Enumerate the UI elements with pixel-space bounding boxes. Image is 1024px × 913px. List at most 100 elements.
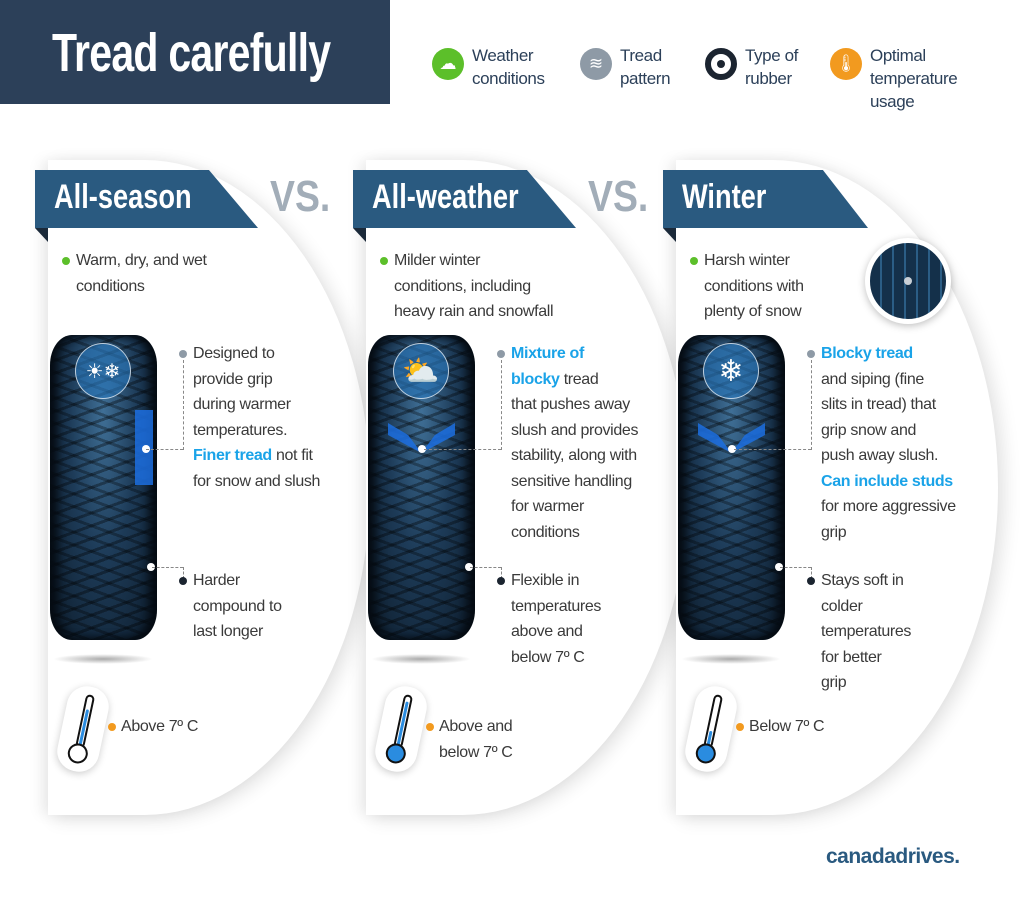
tread-point [418,445,426,453]
text-segment: and siping (fine [821,370,924,388]
text-line: compound to [193,597,282,615]
text-segment: conditions [511,523,580,541]
text-line: Finer tread not fit [193,443,320,469]
weather-conditions-text: Milder winter conditions, including heavy … [394,248,554,325]
thermometer-bulb [65,741,90,766]
legend-label-line: pattern [620,69,671,88]
tread-leader-line [146,449,183,450]
text-line: for better [821,648,882,666]
text-segment: for more aggressive [821,498,956,515]
panel-title: All-weather [372,178,519,216]
text-line: during warmer [193,392,320,418]
legend-label: Optimal temperature usage [870,44,958,113]
highlight-text: Finer tread [193,447,272,464]
text-line: Harsh winter [704,252,790,269]
rubber-leader-line [152,567,183,568]
text-line: heavy rain and snowfall [394,303,554,320]
text-line: below 7º C [511,648,585,666]
header-fold [663,228,676,242]
rubber-point [775,563,783,571]
tire-image: ❄ [678,335,785,640]
rubber-bullet [179,577,187,585]
text-line: temperatures. [193,418,320,444]
weather-bullet [690,257,698,265]
snowflake-icon: ❄ [703,343,759,399]
text-segment: during warmer [193,396,291,413]
text-line: Below 7º C [749,718,825,735]
temperature-bullet [426,723,434,731]
legend-label-line: usage [870,92,915,111]
text-segment: that pushes away [511,396,630,413]
text-line: Mixture of [511,341,638,367]
rubber-point [465,563,473,571]
legend-label: Tread pattern [620,44,671,90]
thermometer-bulb [383,741,408,766]
text-line: for warmer [511,494,638,520]
tread-pattern-text: Blocky tread and siping (fine slits in tre… [821,341,956,545]
text-line: grip snow and [821,418,956,444]
thermometer-tube [703,693,724,749]
text-line: provide grip [193,367,320,393]
text-line: conditions with [704,277,804,295]
tire-shadow [53,654,153,664]
highlight-text: Can include studs [821,472,953,490]
text-segment: sensitive handling [511,472,632,490]
legend-label-line: temperature [870,69,958,88]
text-line: grip [821,520,956,546]
text-line: and siping (fine [821,367,956,393]
tread-leader-line [734,449,811,450]
rubber-point [147,563,155,571]
tire-rubber-icon [705,48,737,80]
rubber-type-text: Flexible in temperatures above and below 7º… [511,568,601,670]
legend-item: ☁ Weather conditions [432,44,545,90]
text-line: grip [821,674,847,691]
text-line: temperatures [821,623,912,640]
text-line: for more aggressive [821,494,956,520]
rubber-bullet [497,577,505,585]
text-line: below 7º C [439,743,513,761]
text-line: Milder winter [394,252,481,269]
tire-shadow [681,654,781,664]
text-line: for snow and slush [193,469,320,495]
text-segment: temperatures. [193,421,288,439]
text-line: Flexible in [511,572,580,589]
text-segment: for snow and slush [193,472,321,490]
text-segment: for warmer [511,498,584,515]
tread-point [728,445,736,453]
legend-label-line: Tread [620,46,662,65]
tire-image: ☀❄ [50,335,157,640]
rubber-bullet [807,577,815,585]
tread-pattern-text: Designed to provide grip during warmer temp… [193,341,320,494]
tire-image: ⛅ [368,335,475,640]
legend-label-line: Weather [472,46,534,65]
text-line: Designed to [193,341,320,367]
temperature-bullet [108,723,116,731]
rubber-leader-line [780,567,811,568]
highlight-text: Mixture of [511,345,584,362]
vs-label: VS. [588,172,649,221]
text-line: Stays soft in [821,572,904,589]
panel-title: All-season [54,178,192,216]
tire-shadow [371,654,471,664]
panel-title: Winter [682,178,767,216]
text-line: Warm, dry, and wet [76,252,207,269]
stud-closeup-image [865,238,951,324]
weather-conditions-text: Warm, dry, and wet conditions [76,248,207,299]
text-segment: slits in tread) that [821,396,936,413]
text-line: blocky tread [511,367,638,393]
sun-cloud-icon: ⛅ [393,343,449,399]
title-banner [0,0,390,104]
tread-bullet [807,350,815,358]
text-line: conditions [76,277,145,295]
text-segment: tread [559,370,599,388]
canadadrives-logo: canadadrives. [826,845,960,868]
text-line: above and [511,623,583,640]
text-line: colder [821,597,863,615]
temperature-text: Above and below 7º C [439,714,513,765]
text-segment: grip [821,523,847,541]
text-segment: Designed to [193,345,275,362]
weather-conditions-text: Harsh winter conditions with plenty of sno… [704,248,804,325]
highlight-text: blocky [511,370,560,388]
text-line: last longer [193,623,263,640]
tread-bullet [179,350,187,358]
